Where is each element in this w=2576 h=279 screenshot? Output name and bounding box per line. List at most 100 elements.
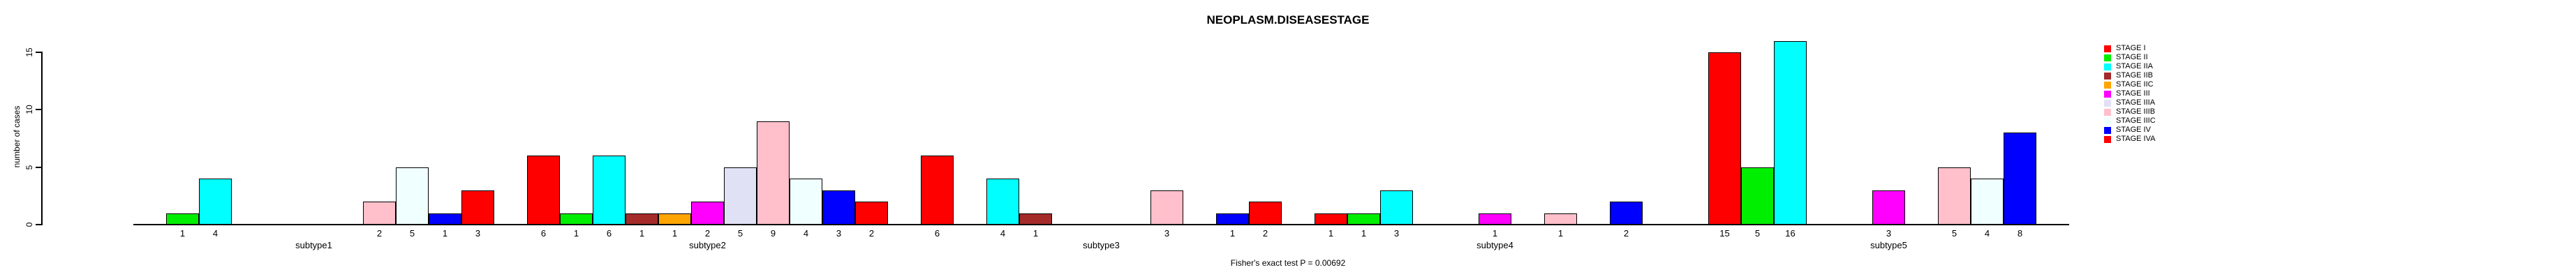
bar-count-label: 5 [1754,228,1761,239]
bar-subtype2-stage-i [527,156,560,225]
legend-color-swatch [2104,54,2111,61]
bar-subtype3-stage-iv [1216,213,1249,225]
bar-subtype3-stage-iia [986,179,1019,225]
bar-count-label: 2 [1262,228,1268,239]
legend-item: STAGE IIB [2104,71,2156,80]
bar-subtype5-stage-iv [2004,133,2036,225]
legend-item-label: STAGE IV [2116,126,2151,134]
bar-count-label: 15 [1719,228,1730,239]
bar-count-label: 3 [475,228,481,239]
bar-count-label: 4 [1000,228,1006,239]
bar-count-label: 16 [1785,228,1796,239]
legend-item: STAGE IIA [2104,62,2156,71]
legend-item-label: STAGE IIA [2116,62,2153,70]
bar-subtype2-stage-iic [658,213,691,225]
legend-color-swatch [2104,117,2111,125]
bar-count-label: 4 [212,228,219,239]
bar-subtype5-stage-iii [1872,190,1905,225]
legend-color-swatch [2104,72,2111,80]
legend-item: STAGE III [2104,89,2156,98]
y-tick-label: 10 [24,105,34,115]
bar-count-label: 5 [1951,228,1957,239]
bar-subtype2-stage-iiic [790,179,822,225]
chart-title: NEOPLASM.DISEASESTAGE [1206,13,1370,27]
y-tick-mark [36,51,42,53]
y-tick-mark [36,166,42,168]
bar-count-label: 2 [704,228,711,239]
bar-count-label: 1 [1492,228,1498,239]
bar-count-label: 2 [868,228,875,239]
x-axis-group-label: subtype3 [1083,240,1120,250]
bar-subtype1-stage-iiib [363,202,396,225]
bar-count-label: 1 [1032,228,1039,239]
bar-count-label: 3 [836,228,842,239]
legend-item: STAGE II [2104,53,2156,62]
bar-subtype2-stage-ii [560,213,593,225]
bar-count-label: 6 [606,228,612,239]
legend-item-label: STAGE IIB [2116,71,2153,80]
legend-item-label: STAGE IIIB [2116,107,2156,116]
bar-count-label: 5 [409,228,415,239]
legend-color-swatch [2104,81,2111,89]
legend-item: STAGE IIIB [2104,107,2156,116]
bar-subtype2-stage-iib [626,213,658,225]
bar-subtype4-stage-iia [1380,190,1413,225]
bar-count-label: 1 [1229,228,1236,239]
bar-count-label: 2 [376,228,383,239]
x-axis-line [133,224,2069,225]
bar-count-label: 3 [1393,228,1400,239]
legend-item-label: STAGE IIIA [2116,98,2156,107]
bar-subtype2-stage-iia [593,156,626,225]
legend-item-label: STAGE IIIC [2116,116,2156,125]
legend-item-label: STAGE IIC [2116,80,2154,89]
legend-item-label: STAGE IVA [2116,135,2156,143]
legend-item: STAGE IIC [2104,80,2156,89]
bar-count-label: 6 [540,228,547,239]
bar-count-label: 1 [1557,228,1564,239]
bar-subtype4-stage-iiib [1544,213,1577,225]
bar-count-label: 6 [934,228,940,239]
y-tick-label: 5 [24,165,34,169]
bar-count-label: 1 [1328,228,1334,239]
y-tick-label: 0 [24,222,34,227]
x-axis-group-label: subtype2 [689,240,726,250]
bar-count-label: 2 [1623,228,1629,239]
bar-subtype4-stage-iv [1610,202,1643,225]
bar-subtype2-stage-iva [855,202,888,225]
bar-subtype4-stage-iii [1479,213,1511,225]
bar-count-label: 4 [1984,228,1990,239]
legend-color-swatch [2104,90,2111,98]
y-tick-label: 15 [24,47,34,57]
x-axis-group-label: subtype1 [295,240,332,250]
legend-item-label: STAGE III [2116,89,2150,98]
bar-subtype1-stage-iva [461,190,494,225]
legend-color-swatch [2104,63,2111,70]
bar-subtype5-stage-i [1708,52,1741,225]
bar-count-label: 1 [573,228,579,239]
bar-subtype1-stage-iv [429,213,461,225]
bar-subtype5-stage-iia [1774,41,1807,225]
legend-item: STAGE I [2104,44,2156,53]
bar-subtype5-stage-iiic [1971,179,2004,225]
bar-subtype4-stage-i [1315,213,1347,225]
bar-subtype2-stage-iiia [724,167,757,225]
legend-item: STAGE IV [2104,126,2156,135]
bar-subtype5-stage-iiib [1938,167,1971,225]
bar-subtype3-stage-iva [1249,202,1282,225]
bar-subtype5-stage-ii [1741,167,1774,225]
legend-item-label: STAGE II [2116,53,2148,61]
bar-subtype2-stage-iv [822,190,855,225]
legend-color-swatch [2104,135,2111,143]
bar-count-label: 5 [737,228,743,239]
annotation-text: Fisher's exact test P = 0.00692 [1230,258,1346,268]
legend-item-label: STAGE I [2116,44,2146,52]
legend-item: STAGE IIIA [2104,98,2156,107]
bar-count-label: 1 [442,228,448,239]
legend-item: STAGE IIIC [2104,116,2156,126]
bar-count-label: 1 [672,228,678,239]
legend-color-swatch [2104,45,2111,52]
bar-subtype3-stage-i [921,156,954,225]
legend-color-swatch [2104,126,2111,134]
legend-item: STAGE IVA [2104,135,2156,144]
